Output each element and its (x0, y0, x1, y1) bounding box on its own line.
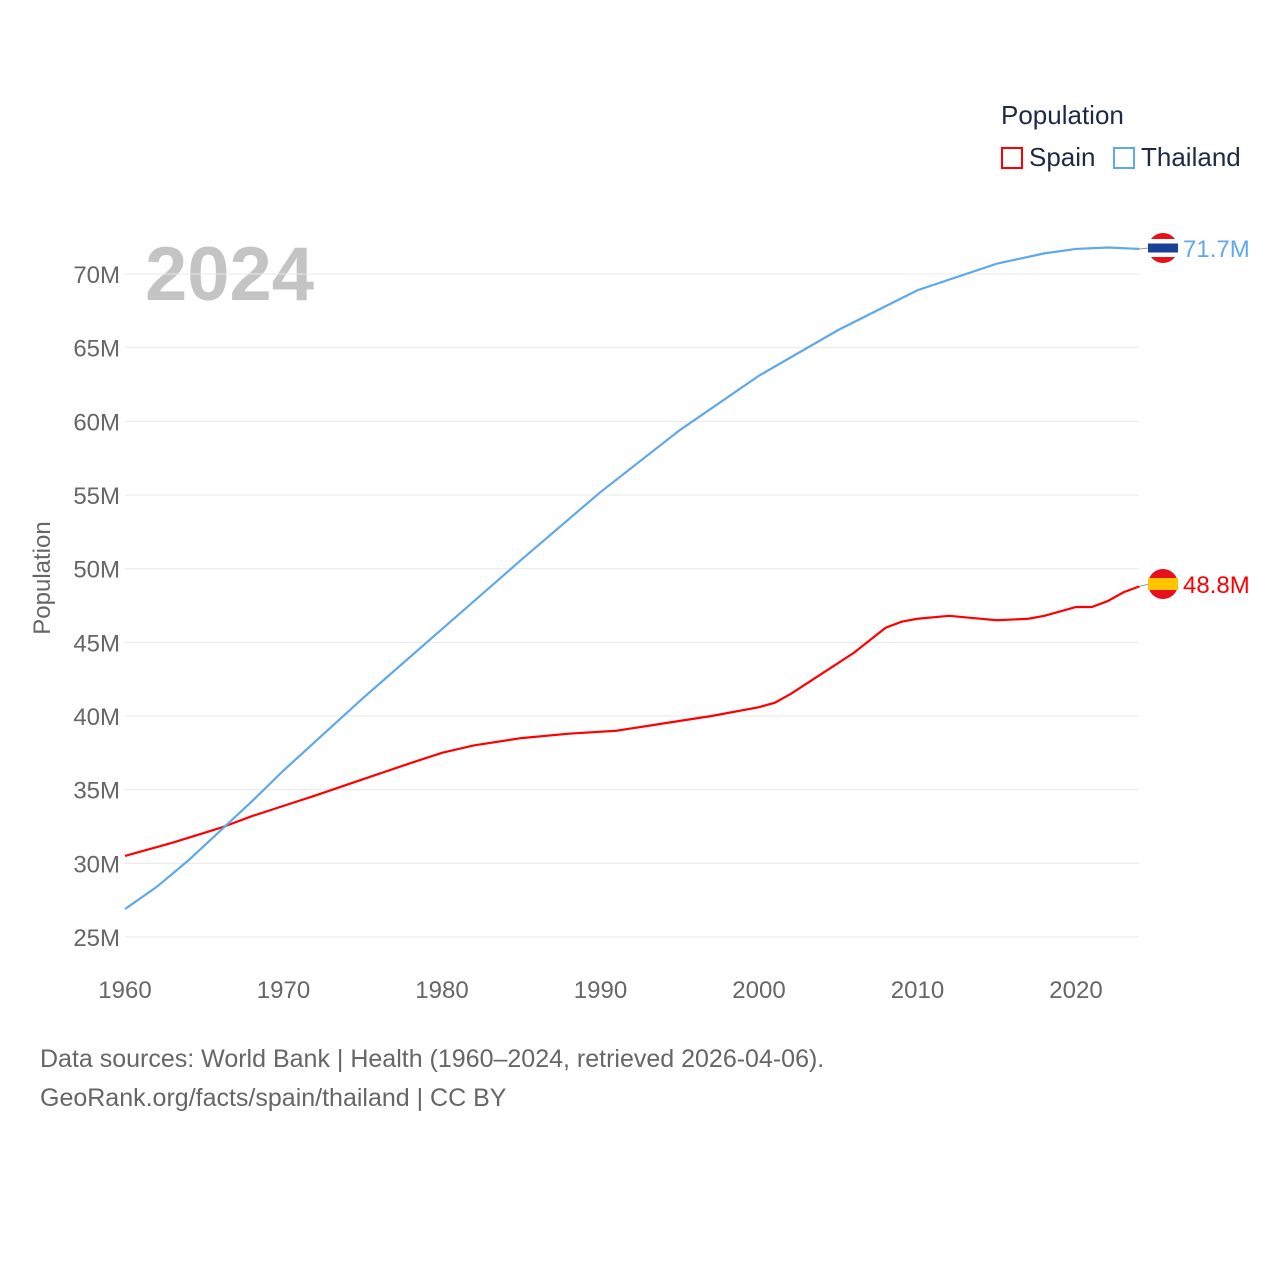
series-line-spain (124, 585, 1140, 858)
legend-label: Thailand (1141, 142, 1241, 172)
x-tick-label: 1980 (415, 977, 468, 1004)
thailand-flag-stripe (1148, 243, 1178, 253)
y-tick-label: 40M (73, 704, 120, 731)
y-axis-label: Population (29, 521, 56, 634)
x-tick-label: 2000 (732, 977, 785, 1004)
legend-title: Population (1001, 100, 1124, 130)
y-tick-label: 60M (73, 409, 120, 436)
y-tick-label: 45M (73, 630, 120, 657)
legend-item-thailand[interactable]: Thailand (1113, 142, 1241, 173)
y-tick-label: 65M (73, 336, 120, 363)
y-tick-label: 25M (73, 925, 120, 952)
x-tick-label: 1970 (257, 977, 310, 1004)
x-tick-label: 2020 (1049, 977, 1102, 1004)
leader-line (1139, 247, 1150, 250)
footer-link[interactable]: GeoRank.org/facts/spain/thailand | CC BY (40, 1084, 507, 1112)
footer-sources: Data sources: World Bank | Health (1960–… (40, 1045, 825, 1073)
y-tick-label: 35M (73, 778, 120, 805)
legend-swatch (1113, 146, 1135, 169)
spain-flag-stripe (1148, 578, 1178, 590)
leader-line (1139, 583, 1150, 587)
y-tick-label: 70M (73, 262, 120, 289)
y-tick-label: 55M (73, 483, 120, 510)
y-tick-label: 50M (73, 557, 120, 584)
end-value-label: 71.7M (1183, 236, 1250, 263)
end-value-label: 48.8M (1183, 572, 1250, 599)
series-line-thailand (124, 246, 1140, 910)
x-tick-label: 1960 (98, 977, 151, 1004)
legend-item-spain[interactable]: Spain (1001, 142, 1096, 173)
legend-label: Spain (1029, 142, 1096, 172)
legend-swatch (1001, 146, 1023, 169)
x-tick-label: 1990 (574, 977, 627, 1004)
y-tick-label: 30M (73, 851, 120, 878)
x-tick-label: 2010 (891, 977, 944, 1004)
